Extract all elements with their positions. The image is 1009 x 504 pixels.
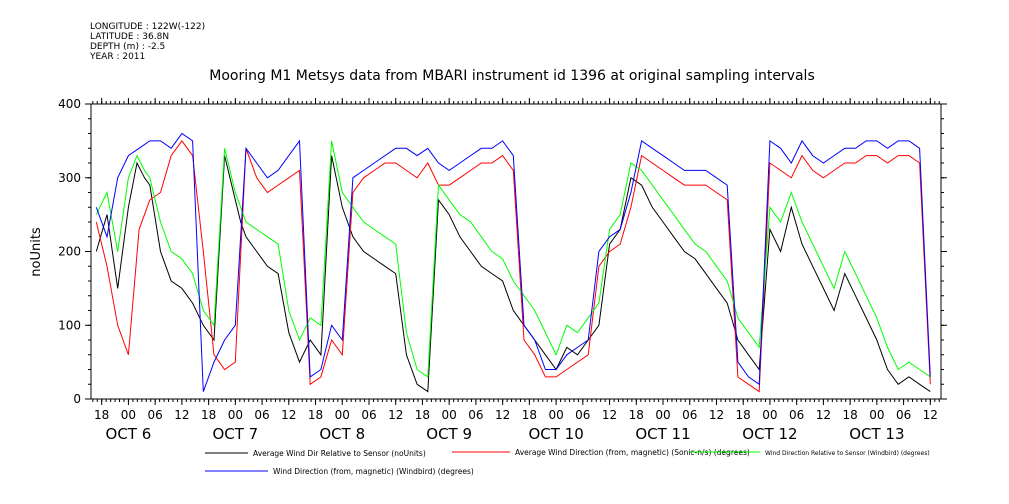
x-day-label: OCT 10	[528, 425, 583, 443]
x-tick-label: 12	[816, 408, 831, 422]
x-tick-label: 12	[281, 408, 296, 422]
series-line-2	[95, 140, 931, 393]
x-tick-label: 18	[736, 408, 751, 422]
x-tick-label: 00	[655, 408, 670, 422]
series-line-3	[95, 140, 931, 378]
x-tick-label: 18	[415, 408, 430, 422]
x-tick-label: 00	[869, 408, 884, 422]
y-axis-label: noUnits	[29, 227, 44, 277]
y-tick-label: 0	[73, 392, 81, 406]
x-tick-label: 06	[682, 408, 697, 422]
legend-label-1: Average Wind Dir Relative to Sensor (noU…	[253, 449, 426, 458]
series-line-1	[95, 155, 931, 393]
x-tick-label: 06	[896, 408, 911, 422]
x-tick-label: 06	[361, 408, 376, 422]
x-tick-label: 12	[602, 408, 617, 422]
x-day-label: OCT 12	[742, 425, 797, 443]
chart-title: Mooring M1 Metsys data from MBARI instru…	[209, 68, 815, 84]
x-tick-label: 18	[308, 408, 323, 422]
x-tick-label: 18	[201, 408, 216, 422]
x-tick-label: 00	[121, 408, 136, 422]
legend-label-3: Wind Direction Relative to Sensor (Windb…	[765, 450, 930, 457]
plot-lines	[95, 132, 931, 393]
x-day-label: OCT 13	[849, 425, 904, 443]
y-axis: 0 100 200 300 400	[58, 97, 947, 406]
depth-label: DEPTH (m) : -2.5	[90, 42, 166, 52]
x-day-label: OCT 8	[319, 425, 365, 443]
x-tick-label: 00	[335, 408, 350, 422]
legend: Average Wind Dir Relative to Sensor (noU…	[205, 448, 930, 476]
series-line-4	[95, 132, 931, 392]
y-tick-label: 100	[58, 318, 81, 332]
y-tick-label: 300	[58, 171, 81, 185]
y-tick-label: 400	[58, 97, 81, 111]
x-tick-label: 06	[254, 408, 269, 422]
x-axis: 18 00 06 12 18 00 06 12 18 00 06 12 18 00 06 12 18 00 06 12…	[92, 98, 940, 443]
longitude-label: LONGITUDE : 122W(-122)	[90, 22, 206, 32]
x-day-label: OCT 6	[106, 425, 152, 443]
x-tick-label: 06	[789, 408, 804, 422]
x-tick-label: 12	[388, 408, 403, 422]
x-tick-label: 12	[174, 408, 189, 422]
latitude-label: LATITUDE : 36.8N	[90, 32, 170, 42]
x-tick-label: 00	[228, 408, 243, 422]
x-tick-label: 12	[923, 408, 938, 422]
y-tick-label: 200	[58, 245, 81, 259]
year-label: YEAR : 2011	[90, 52, 146, 62]
x-tick-label: 00	[548, 408, 563, 422]
x-tick-label: 06	[468, 408, 483, 422]
x-tick-label: 12	[709, 408, 724, 422]
x-tick-label: 06	[148, 408, 163, 422]
legend-label-4: Wind Direction (from, magnetic) (Windbir…	[273, 467, 474, 476]
x-tick-label: 18	[629, 408, 644, 422]
x-tick-label: 00	[442, 408, 457, 422]
x-tick-label: 00	[762, 408, 777, 422]
x-tick-label: 12	[495, 408, 510, 422]
x-tick-label: 06	[575, 408, 590, 422]
x-tick-label: 18	[522, 408, 537, 422]
x-tick-label: 18	[94, 408, 109, 422]
x-day-label: OCT 9	[426, 425, 472, 443]
x-day-label: OCT 11	[635, 425, 690, 443]
x-day-label: OCT 7	[212, 425, 258, 443]
x-tick-label: 18	[842, 408, 857, 422]
legend-label-2: Average Wind Direction (from, magnetic) …	[515, 448, 750, 457]
